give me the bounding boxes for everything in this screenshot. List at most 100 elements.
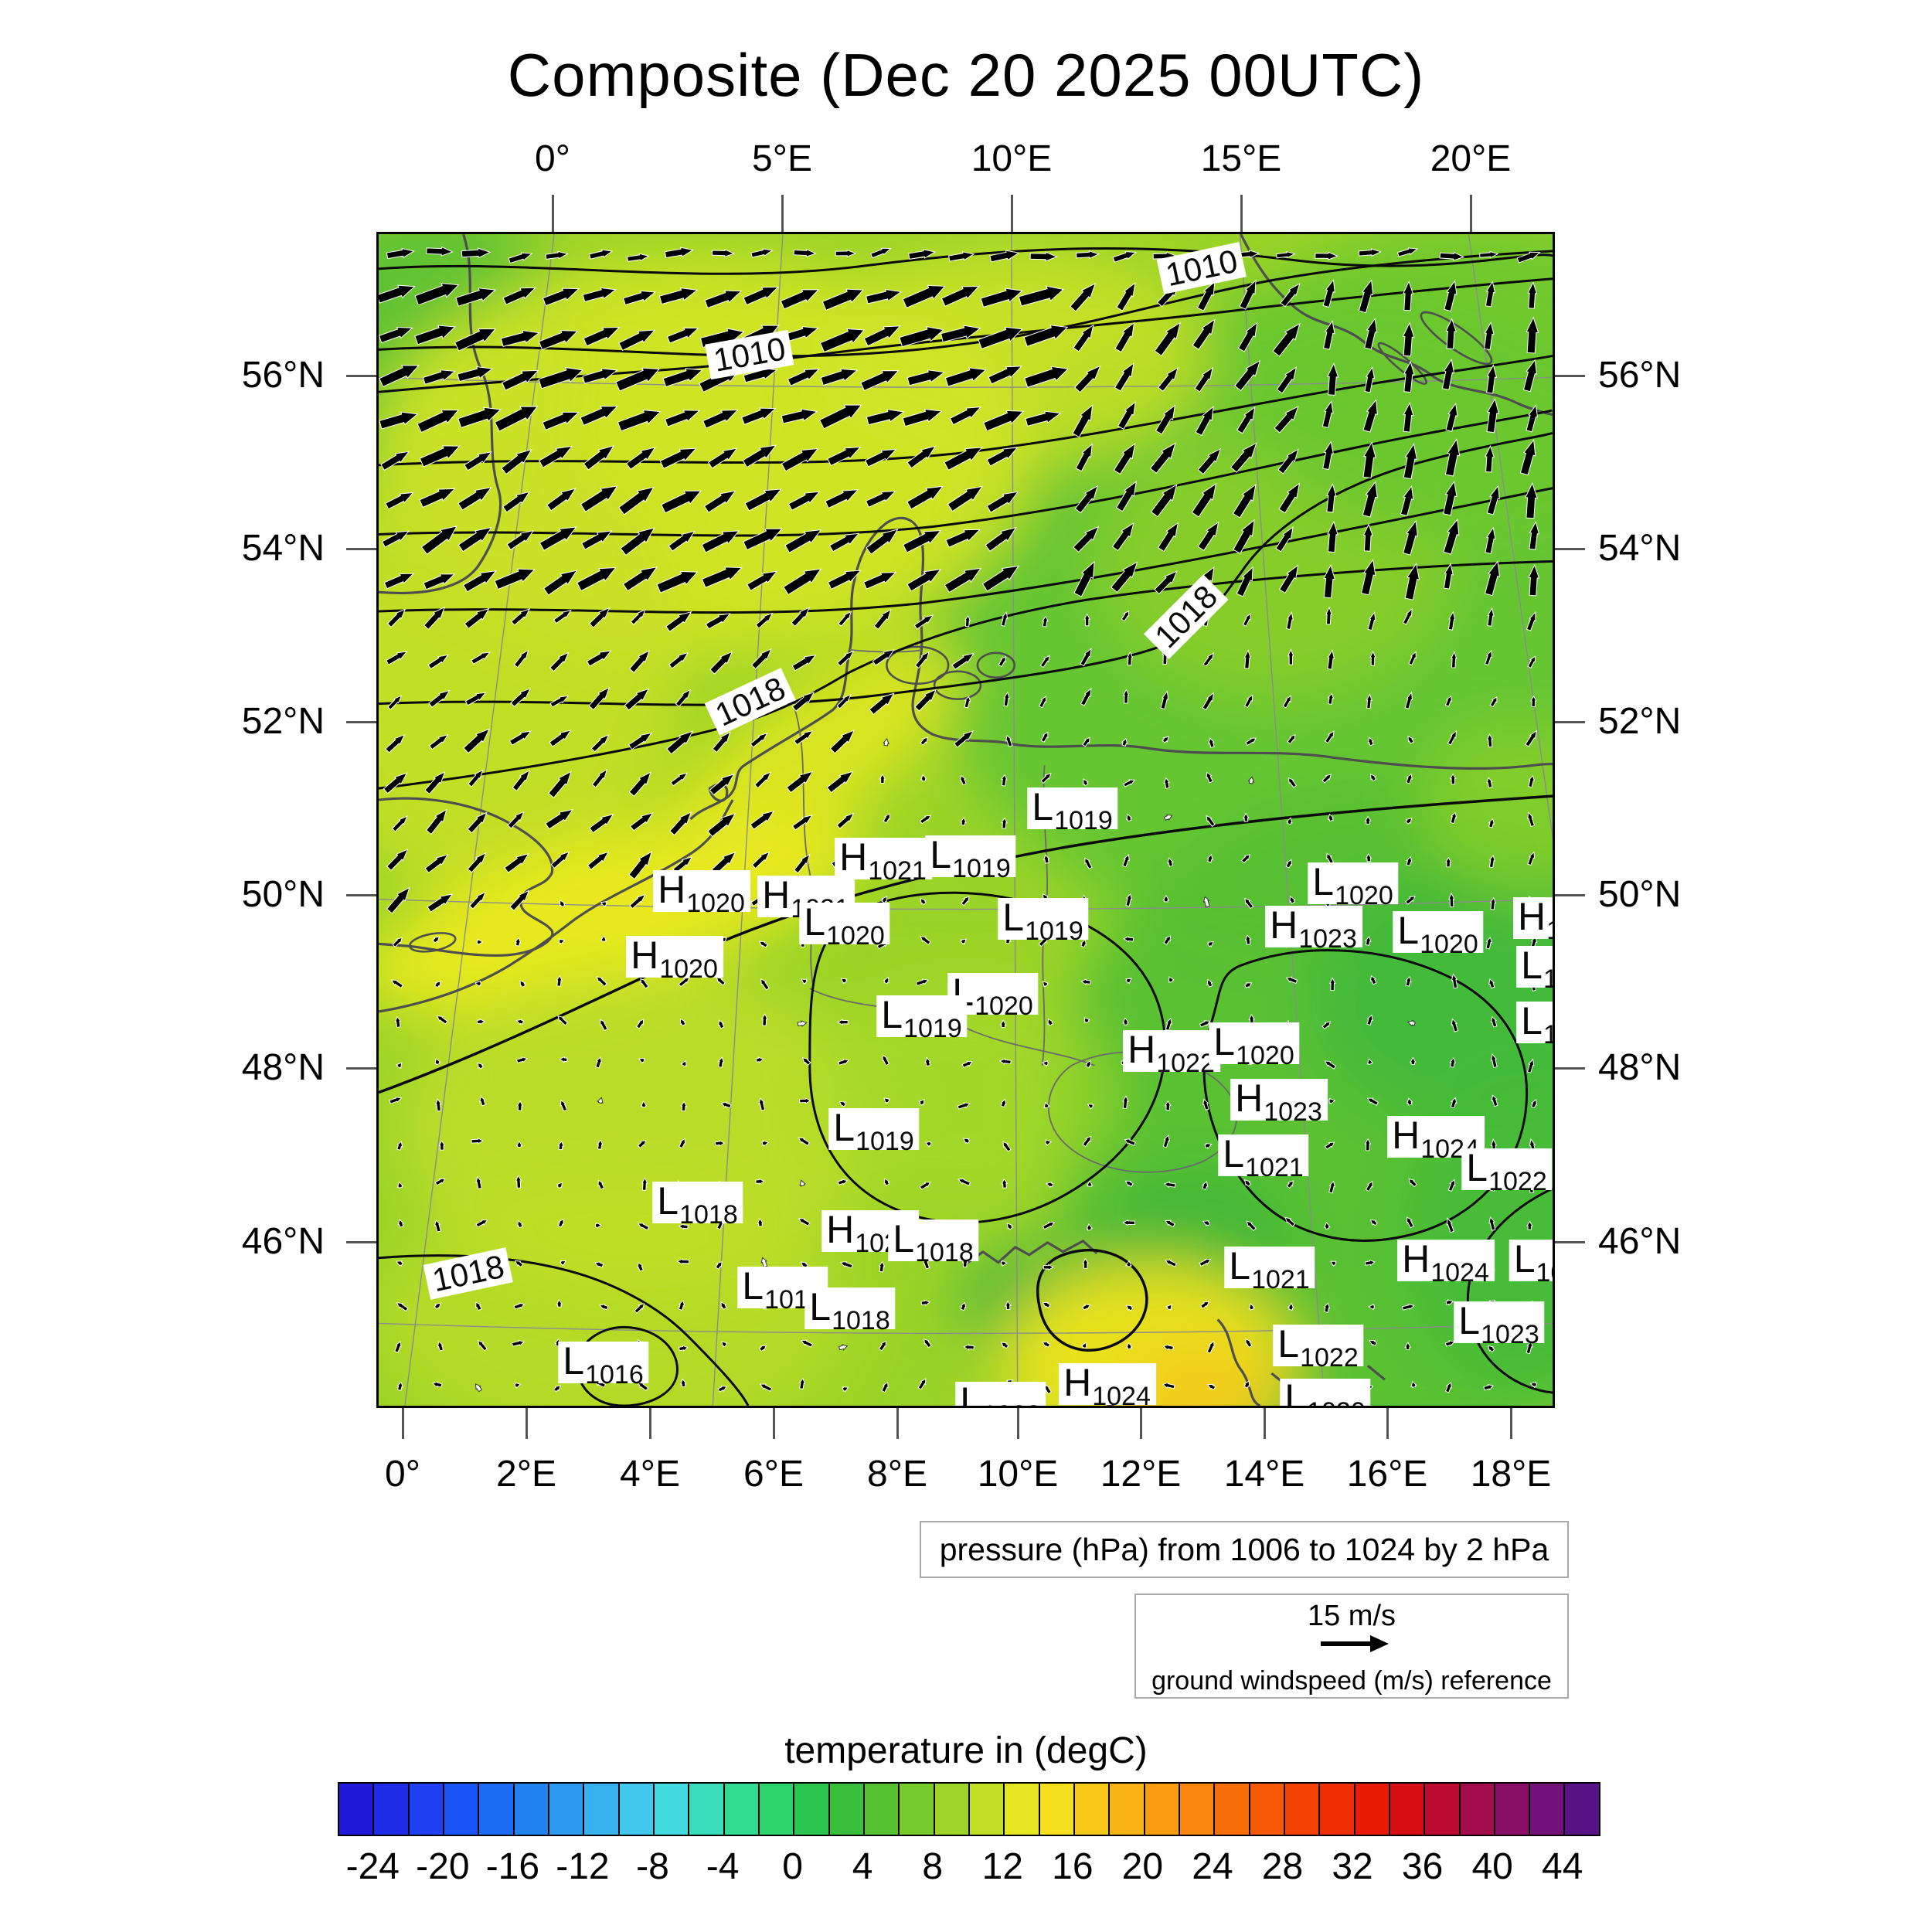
wind-arrow: [1443, 518, 1460, 555]
wind-arrow: [630, 609, 647, 625]
wind-arrow: [794, 853, 811, 874]
wind-arrow: [1484, 560, 1501, 597]
pressure-center-value: 1023: [1298, 924, 1357, 954]
pressure-center-value: 10: [1546, 916, 1553, 945]
wind-arrow: [1486, 733, 1494, 748]
pressure-center-letter: H: [1128, 1028, 1156, 1071]
wind-arrow: [1489, 696, 1498, 708]
wind-arrow: [1122, 1095, 1129, 1109]
wind-arrow: [1157, 522, 1179, 553]
wind-arrow: [539, 526, 577, 551]
axis-tick-bottom: [1510, 1408, 1512, 1439]
wind-arrow: [1326, 483, 1337, 513]
pressure-center-value: 1021: [1251, 1265, 1310, 1294]
wind-arrow: [715, 1260, 723, 1270]
wind-arrow: [1491, 1094, 1498, 1107]
pressure-center-value: 1022: [1488, 1167, 1547, 1196]
wind-arrow: [883, 976, 889, 985]
pressure-center-L: L1018: [804, 1287, 896, 1334]
wind-arrow: [1167, 857, 1174, 867]
colorbar-cell: [794, 1784, 830, 1835]
colorbar-cell: [619, 1784, 655, 1835]
wind-arrow: [759, 1383, 773, 1392]
wind-arrow: [457, 526, 492, 553]
wind-arrow: [944, 367, 987, 387]
wind-arrow: [1236, 406, 1256, 434]
coastline: [689, 764, 746, 821]
wind-arrow: [396, 1062, 403, 1069]
wind-arrow: [427, 893, 454, 913]
wind-arrow: [380, 451, 410, 471]
wind-arrow: [881, 1381, 889, 1393]
wind-arrow: [475, 1176, 482, 1189]
wind-arrow: [589, 814, 614, 834]
pressure-center-L: L1021: [1224, 1247, 1315, 1293]
wind-arrow: [390, 979, 404, 989]
wind-arrow: [836, 812, 855, 829]
wind-arrow: [791, 607, 810, 628]
axis-tick-left: [346, 548, 376, 550]
axis-label-top: 20°E: [1430, 138, 1512, 179]
axis-tick-right: [1555, 1067, 1585, 1070]
wind-arrow: [386, 849, 409, 871]
wind-arrow: [1367, 736, 1374, 747]
wind-arrow: [1114, 362, 1134, 392]
colorbar-tick-label: -4: [706, 1846, 740, 1887]
wind-arrow: [478, 1339, 488, 1352]
wind-arrow: [986, 447, 1019, 467]
wind-arrow: [385, 733, 406, 753]
pressure-center-L: L1016: [558, 1342, 649, 1388]
wind-arrow: [668, 530, 696, 552]
wind-arrow: [1024, 366, 1070, 388]
coastline: [743, 516, 1011, 767]
wind-arrow: [556, 1182, 563, 1189]
axis-tick-bottom: [1140, 1408, 1142, 1439]
pressure-center-H: H1024: [1059, 1363, 1156, 1408]
wind-arrow: [432, 1381, 443, 1388]
wind-arrow: [1082, 1304, 1091, 1311]
pressure-center-letter: L: [960, 1379, 982, 1408]
wind-arrow: [1369, 1219, 1378, 1226]
wind-arrow: [1245, 1338, 1253, 1349]
wind-arrow: [423, 573, 456, 590]
wind-arrow: [1276, 250, 1296, 259]
wind-arrow: [821, 288, 865, 311]
wind-arrow: [1369, 1340, 1378, 1346]
wind-arrow: [595, 1056, 603, 1069]
wind-arrow: [514, 937, 522, 947]
wind-arrow: [919, 1182, 931, 1190]
wind-arrow: [629, 812, 654, 832]
wind-arrow: [501, 448, 532, 475]
pressure-center-value: 1019: [952, 854, 1011, 883]
wind-arrow: [670, 772, 689, 787]
wind-arrow: [866, 288, 903, 304]
wind-arrow: [1043, 1101, 1050, 1109]
wind-arrow: [1444, 856, 1452, 868]
colorbar-tick-label: 8: [922, 1846, 944, 1887]
colorbar-tick-label: 36: [1401, 1846, 1444, 1887]
wind-arrow: [590, 734, 610, 753]
colorbar-tick-label: -8: [636, 1846, 669, 1887]
axis-label-left: 54°N: [241, 528, 325, 569]
colorbar-cell: [1565, 1784, 1599, 1835]
wind-arrow: [640, 978, 649, 989]
wind-arrow: [707, 812, 736, 838]
island-coastline: [408, 932, 457, 953]
wind-arrow: [1403, 281, 1414, 311]
pressure-center-L: L1020: [1393, 911, 1484, 957]
wind-arrow: [836, 650, 855, 667]
wind-arrow: [659, 447, 697, 469]
wind-arrow: [1126, 651, 1134, 666]
pressure-center-value: 1024: [1092, 1382, 1151, 1408]
wind-arrow: [915, 978, 930, 986]
wind-arrow: [1404, 1342, 1412, 1350]
wind-arrow: [1447, 730, 1458, 746]
wind-arrow: [1162, 736, 1169, 743]
wind-arrow: [1001, 774, 1008, 787]
wind-reference-speed: 15 m/s: [1307, 1600, 1396, 1632]
axis-tick-right: [1555, 894, 1585, 896]
wind-arrow: [434, 1098, 442, 1112]
wind-arrow: [964, 696, 971, 709]
pressure-center-letter: H: [762, 873, 791, 917]
wind-arrow: [1488, 818, 1495, 828]
